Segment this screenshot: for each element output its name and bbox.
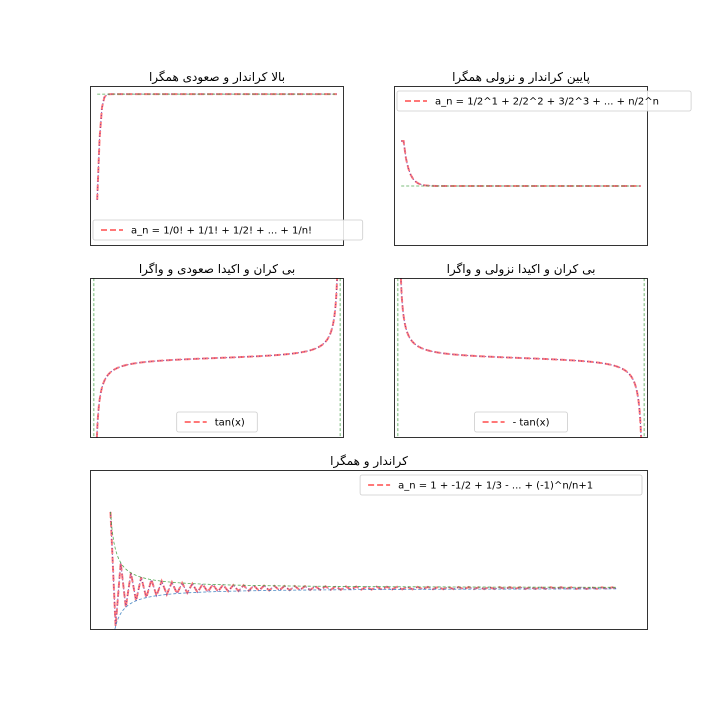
charts: بالا کراندار و صعودی همگرا a_n = 1/0! + 1… (90, 70, 692, 630)
series-function-markers (96, 278, 338, 438)
plot-frame (394, 278, 648, 438)
legend-box (176, 411, 258, 433)
chart-title: کراندار و همگرا (330, 454, 408, 469)
series-sequence-markers (109, 511, 618, 627)
plot-lines (401, 140, 641, 187)
plot-frame (90, 470, 648, 630)
legend-box (396, 90, 692, 112)
chart-3: بی کران و اکیدا صعودی و واگرا tan(x) (90, 262, 344, 438)
plot-lines (109, 511, 618, 630)
plot-area (90, 470, 648, 630)
chart-title: پایین کراندار و نزولی همگرا (452, 70, 590, 85)
legend-box (359, 474, 643, 496)
plot-area (90, 86, 344, 246)
plot-lines (96, 93, 337, 200)
legend-entry: - tan(x) (513, 418, 550, 429)
series-lower_bound-line (114, 588, 618, 630)
plot-frame (394, 86, 648, 246)
legend: a_n = 1 + -1/2 + 1/3 - ... + (-1)^n/n+1 (359, 474, 643, 496)
plot-area (394, 86, 648, 246)
legend: - tan(x) (474, 411, 568, 433)
series-sequence-markers (96, 93, 337, 200)
chart-4: بی کران و اکیدا نزولی و واگرا - tan(x) (394, 262, 648, 438)
plot-frame (90, 278, 344, 438)
legend-entry: a_n = 1/2^1 + 2/2^2 + 3/2^3 + ... + n/2^… (435, 97, 659, 108)
plot-lines (93, 278, 341, 438)
series-function-markers (400, 278, 642, 438)
legend-entry: tan(x) (215, 418, 245, 429)
chart-title: بی کران و اکیدا نزولی و واگرا (447, 262, 596, 277)
plot-frame (90, 86, 344, 246)
series-function-line (95, 278, 339, 438)
chart-title: بالا کراندار و صعودی همگرا (149, 70, 285, 85)
chart-2: پایین کراندار و نزولی همگرا a_n = 1/2^1 +… (394, 70, 692, 246)
series-sequence-markers (401, 140, 641, 187)
legend: tan(x) (176, 411, 258, 433)
series-upper_bound-line (110, 511, 618, 588)
legend-entry: a_n = 1/0! + 1/1! + 1/2! + ... + 1/n! (131, 226, 312, 237)
series-function-line (399, 278, 643, 438)
chart-5: کراندار و همگرا a_n = 1 + -1/2 + 1/3 - ..… (90, 454, 648, 630)
legend-entry: a_n = 1 + -1/2 + 1/3 - ... + (-1)^n/n+1 (398, 481, 593, 492)
chart-1: بالا کراندار و صعودی همگرا a_n = 1/0! + 1… (90, 70, 364, 246)
chart-title: بی کران و اکیدا صعودی و واگرا (139, 262, 295, 277)
legend: a_n = 1/2^1 + 2/2^2 + 3/2^3 + ... + n/2^… (396, 90, 692, 112)
legend-box (92, 219, 364, 241)
legend: a_n = 1/0! + 1/1! + 1/2! + ... + 1/n! (92, 219, 364, 241)
plot-lines (397, 278, 645, 438)
legend-box (474, 411, 568, 433)
